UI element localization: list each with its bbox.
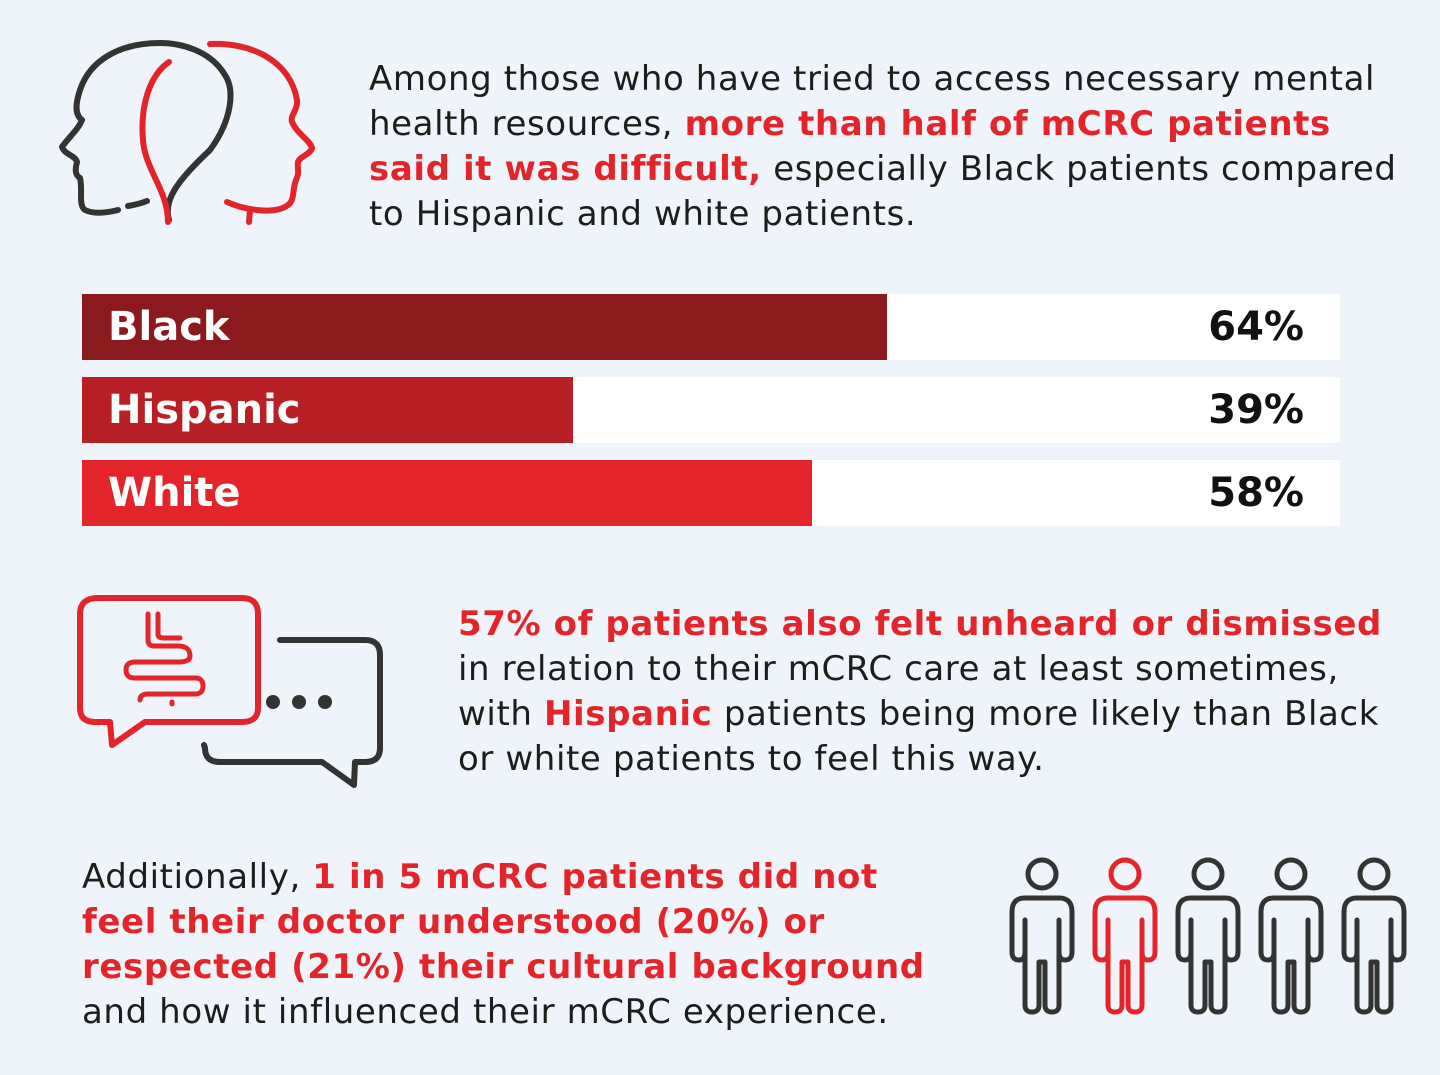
bar-value-label: 58%	[1208, 470, 1304, 516]
bar-white	[82, 460, 812, 526]
speech-bubbles-intestine-icon	[77, 595, 383, 788]
person	[1175, 857, 1241, 1015]
second-text: 57% of patients also felt unheard or dis…	[458, 602, 1408, 782]
second-text-pre: in relation to their mCRC care at least …	[458, 649, 1339, 734]
intro-text-post: especially Black patients compared to Hi…	[369, 149, 1397, 234]
bar-black	[82, 294, 888, 360]
person	[1341, 857, 1407, 1015]
person	[1009, 857, 1075, 1015]
bar-value-label: 39%	[1208, 387, 1304, 433]
bar-label: Black	[108, 304, 230, 350]
person-highlighted	[1092, 857, 1158, 1015]
second-highlight-hispanic: Hispanic	[543, 694, 713, 734]
intro-text: Among those who have tried to access nec…	[369, 57, 1409, 237]
bar-track: Black 64%	[82, 294, 1340, 360]
bar-track: White 58%	[82, 460, 1340, 526]
second-highlight: 57% of patients also felt unheard or dis…	[458, 604, 1382, 644]
bar-track: Hispanic 39%	[82, 377, 1340, 443]
second-text-post: patients being more likely than Black or…	[458, 694, 1380, 779]
people-icon	[1009, 857, 1407, 1015]
person	[1258, 857, 1324, 1015]
third-text-pre: Additionally,	[82, 857, 313, 897]
third-text: Additionally, 1 in 5 mCRC patients did n…	[82, 855, 962, 1035]
intro-text-pre: Among those who have tried to access nec…	[369, 59, 1376, 144]
bar-hispanic	[82, 377, 573, 443]
intro-highlight: more than half of mCRC patients said it …	[369, 104, 1331, 189]
bar-value-label: 64%	[1208, 304, 1304, 350]
bar-label: Hispanic	[108, 387, 301, 433]
third-text-post: and how it influenced their mCRC experie…	[82, 992, 889, 1032]
two-heads-icon	[59, 40, 315, 225]
bar-label: White	[108, 470, 241, 516]
third-highlight: 1 in 5 mCRC patients did not feel their …	[82, 857, 925, 987]
